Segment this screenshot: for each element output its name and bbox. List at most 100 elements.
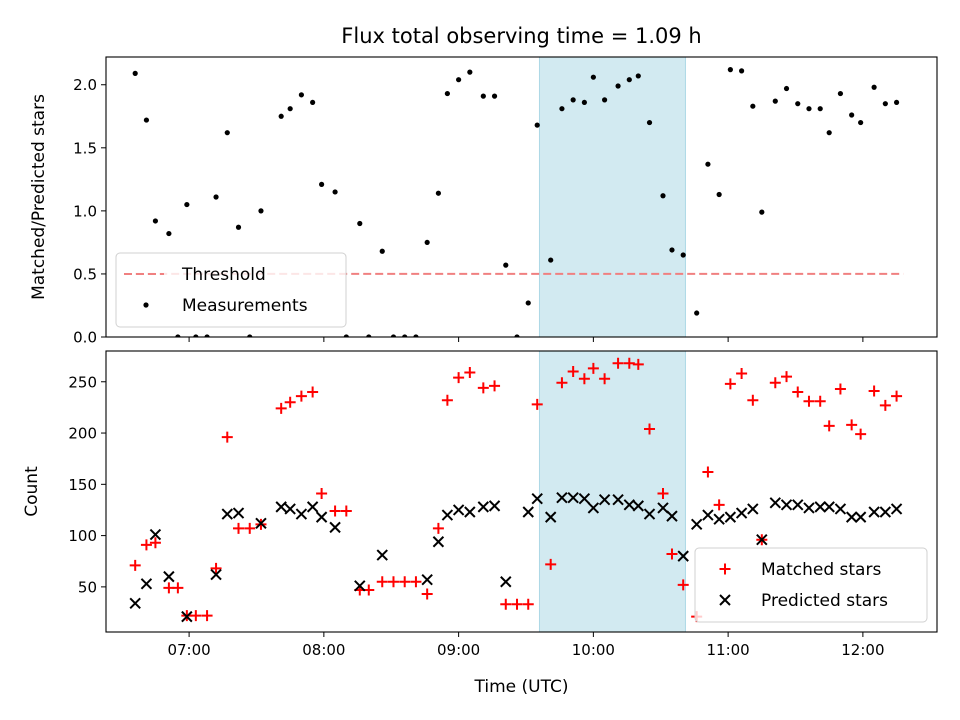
- y-tick-label: 200: [68, 425, 97, 443]
- data-point: [803, 502, 815, 514]
- x-tick-label: 10:00: [572, 641, 615, 659]
- data-point: [190, 610, 202, 622]
- data-point: [769, 497, 781, 509]
- data-point: [750, 103, 756, 109]
- data-point: [295, 390, 307, 402]
- data-point: [149, 528, 162, 541]
- series-measurements: [132, 67, 900, 337]
- legend-label: Threshold: [181, 265, 266, 285]
- data-point: [781, 371, 793, 383]
- legend-box: [694, 547, 928, 623]
- data-point: [275, 402, 287, 414]
- data-point: [834, 383, 846, 395]
- data-point: [247, 334, 253, 337]
- y-tick-label: 50: [78, 578, 97, 596]
- data-point: [646, 119, 653, 126]
- figure-title: Flux total observing time = 1.09 h: [341, 24, 701, 48]
- data-point: [284, 396, 296, 408]
- data-point: [489, 380, 501, 392]
- data-point: [599, 373, 611, 385]
- data-point: [210, 568, 222, 581]
- data-point: [402, 334, 408, 337]
- legend-label: Matched stars: [761, 560, 881, 580]
- data-point: [694, 310, 700, 316]
- data-point: [780, 499, 793, 511]
- data-point: [882, 101, 888, 107]
- axes-frame: [105, 56, 938, 338]
- data-point: [814, 501, 826, 513]
- data-point: [511, 598, 523, 610]
- data-point: [635, 73, 641, 79]
- y-axis-label: Matched/Predicted stars: [29, 94, 49, 300]
- data-point: [213, 194, 219, 200]
- data-point: [702, 509, 714, 521]
- data-point: [891, 390, 903, 402]
- plot-area: [132, 57, 904, 337]
- data-point: [441, 509, 454, 521]
- data-point: [724, 378, 736, 390]
- data-point: [623, 357, 635, 369]
- legend-box: [115, 252, 347, 328]
- data-point: [680, 252, 686, 258]
- y-tick-label: 1.5: [73, 139, 97, 157]
- data-point: [491, 93, 498, 99]
- data-point: [298, 92, 304, 98]
- data-point: [772, 98, 778, 104]
- data-point: [657, 502, 669, 514]
- data-point: [669, 247, 675, 253]
- data-point: [531, 492, 543, 505]
- data-point: [879, 506, 892, 518]
- data-point: [747, 394, 759, 406]
- data-point: [690, 518, 703, 531]
- y-tick-label: 0.5: [73, 265, 97, 283]
- data-point: [612, 357, 624, 369]
- data-point: [503, 262, 509, 268]
- data-point: [210, 562, 222, 574]
- data-point: [480, 93, 486, 99]
- data-point: [172, 582, 184, 594]
- data-point: [444, 90, 450, 97]
- data-point: [221, 431, 233, 443]
- data-point: [316, 488, 328, 500]
- data-point: [795, 101, 801, 107]
- y-tick-label: 2.0: [73, 76, 97, 94]
- data-point: [834, 503, 847, 515]
- legend-label: Predicted stars: [761, 591, 888, 611]
- data-point: [845, 511, 858, 523]
- data-point: [559, 106, 565, 112]
- x-tick-label: 11:00: [707, 641, 750, 659]
- data-point: [488, 500, 501, 512]
- data-point: [735, 507, 748, 519]
- data-point: [329, 505, 341, 517]
- data-point: [871, 84, 877, 90]
- y-tick-label: 150: [68, 476, 97, 494]
- data-point: [143, 117, 150, 123]
- data-point: [705, 161, 711, 167]
- data-point: [140, 539, 152, 551]
- data-point: [233, 522, 245, 534]
- data-point: [893, 99, 900, 106]
- data-point: [129, 559, 141, 571]
- data-point: [677, 550, 689, 562]
- y-axis-label: Count: [22, 466, 42, 517]
- legend: Matched stars Predicted stars: [694, 547, 928, 623]
- data-point: [826, 130, 832, 136]
- data-point: [278, 113, 284, 119]
- data-point: [413, 334, 419, 337]
- data-point: [432, 522, 444, 534]
- data-point: [736, 368, 748, 380]
- data-point: [366, 334, 372, 337]
- data-point: [221, 508, 233, 520]
- axes-frame: [105, 350, 938, 633]
- data-point: [587, 502, 600, 514]
- data-point: [556, 491, 568, 504]
- data-point: [390, 334, 397, 337]
- data-point: [140, 578, 153, 590]
- data-point: [376, 549, 388, 561]
- data-point: [464, 367, 476, 379]
- data-point: [868, 506, 880, 518]
- x-tick-label: 12:00: [841, 641, 884, 659]
- ratio-panel: 0.0 0.5 1.0 1.5 2.0 Matched/Predicted stars Th…: [29, 56, 938, 347]
- y-tick-label: 1.0: [73, 202, 97, 220]
- data-point: [354, 580, 366, 592]
